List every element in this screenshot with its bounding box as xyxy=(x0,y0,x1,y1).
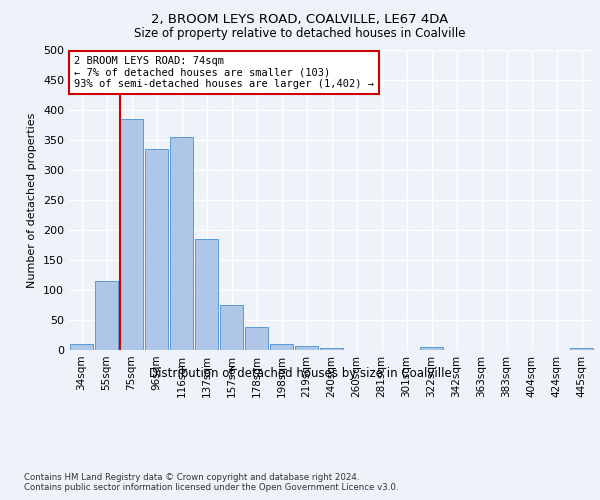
Text: Contains HM Land Registry data © Crown copyright and database right 2024.
Contai: Contains HM Land Registry data © Crown c… xyxy=(24,472,398,492)
Bar xyxy=(570,348,593,350)
Text: 2 BROOM LEYS ROAD: 74sqm
← 7% of detached houses are smaller (103)
93% of semi-d: 2 BROOM LEYS ROAD: 74sqm ← 7% of detache… xyxy=(74,56,374,89)
Text: 2, BROOM LEYS ROAD, COALVILLE, LE67 4DA: 2, BROOM LEYS ROAD, COALVILLE, LE67 4DA xyxy=(151,12,449,26)
Bar xyxy=(245,327,268,350)
Y-axis label: Number of detached properties: Number of detached properties xyxy=(28,112,37,288)
Bar xyxy=(70,344,93,350)
Bar xyxy=(220,305,243,350)
Bar xyxy=(195,239,218,350)
Bar xyxy=(420,347,443,350)
Text: Distribution of detached houses by size in Coalville: Distribution of detached houses by size … xyxy=(149,368,451,380)
Bar xyxy=(320,348,343,350)
Bar xyxy=(120,119,143,350)
Bar xyxy=(270,344,293,350)
Bar xyxy=(295,346,318,350)
Bar xyxy=(145,149,168,350)
Bar xyxy=(95,281,118,350)
Text: Size of property relative to detached houses in Coalville: Size of property relative to detached ho… xyxy=(134,28,466,40)
Bar xyxy=(170,137,193,350)
